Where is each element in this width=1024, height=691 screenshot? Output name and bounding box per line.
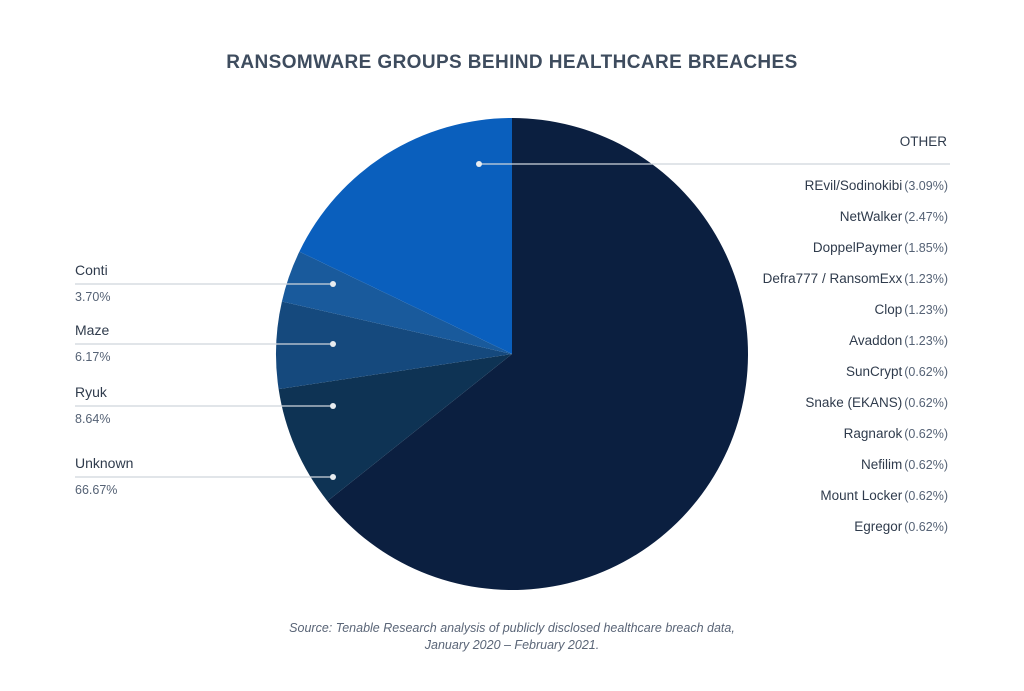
other-item: Defra777 / RansomExx (1.23%): [763, 271, 948, 286]
other-item-pct: (0.62%): [904, 365, 948, 379]
pie-slice-other: [299, 118, 512, 354]
other-item-name: SunCrypt: [845, 364, 903, 379]
other-item-pct: (1.85%): [904, 241, 948, 255]
other-item-pct: (1.23%): [904, 303, 948, 317]
other-item: Nefilim (0.62%): [861, 457, 948, 472]
other-item: DoppelPaymer (1.85%): [813, 240, 948, 255]
leader-dot-unknown: [330, 474, 336, 480]
other-item-pct: (1.23%): [904, 334, 948, 348]
other-item-name: Nefilim: [860, 457, 903, 472]
other-item-name: REvil/Sodinokibi: [804, 178, 903, 193]
other-item-name: Clop: [874, 302, 903, 317]
other-item-pct: (0.62%): [904, 427, 948, 441]
pie-slice-maze: [276, 301, 512, 390]
leader-dot-conti: [330, 281, 336, 287]
pct-ryuk: 8.64%: [75, 412, 111, 426]
other-item-pct: (0.62%): [904, 458, 948, 472]
pie-slice-unknown: [327, 118, 748, 591]
pie-slice-conti: [281, 251, 512, 354]
other-item-name: DoppelPaymer: [812, 240, 903, 255]
source-line-1: Source: Tenable Research analysis of pub…: [289, 621, 735, 635]
label-unknown: Unknown: [75, 455, 134, 471]
other-item-pct: (0.62%): [904, 489, 948, 503]
other-item-pct: (3.09%): [904, 179, 948, 193]
other-title: OTHER: [899, 134, 947, 149]
other-item: SunCrypt (0.62%): [846, 364, 948, 379]
other-item: Ragnarok (0.62%): [844, 426, 948, 441]
other-item-name: Avaddon: [849, 333, 903, 348]
leader-dot-ryuk: [330, 403, 336, 409]
source-note: Source: Tenable Research analysis of pub…: [0, 620, 1024, 654]
chart-title: RANSOMWARE GROUPS BEHIND HEALTHCARE BREA…: [226, 52, 798, 73]
label-maze: Maze: [75, 322, 110, 338]
other-item: REvil/Sodinokibi (3.09%): [805, 178, 948, 193]
pct-maze: 6.17%: [75, 350, 111, 364]
pct-unknown: 66.67%: [75, 483, 118, 497]
other-item-pct: (1.23%): [904, 272, 948, 286]
other-item-name: Snake (EKANS): [805, 395, 903, 410]
other-item-pct: (0.62%): [904, 396, 948, 410]
label-conti: Conti: [75, 262, 108, 278]
other-item-name: Defra777 / RansomExx: [762, 271, 903, 286]
other-item: Snake (EKANS) (0.62%): [805, 395, 948, 410]
other-item-pct: (0.62%): [904, 520, 948, 534]
other-item-name: Egregor: [854, 519, 903, 534]
other-item-name: Ragnarok: [843, 426, 903, 441]
other-item: Avaddon (1.23%): [849, 333, 948, 348]
other-item-pct: (2.47%): [904, 210, 948, 224]
other-item: NetWalker (2.47%): [840, 209, 948, 224]
other-item: Egregor (0.62%): [854, 519, 948, 534]
label-ryuk: Ryuk: [75, 384, 107, 400]
leader-dot-other: [476, 161, 482, 167]
pct-conti: 3.70%: [75, 290, 111, 304]
other-item-name: Mount Locker: [820, 488, 903, 503]
other-item: Mount Locker (0.62%): [820, 488, 948, 503]
pie-slice-ryuk: [278, 354, 512, 502]
other-item: Clop (1.23%): [874, 302, 948, 317]
leader-dot-maze: [330, 341, 336, 347]
other-item-name: NetWalker: [839, 209, 903, 224]
source-line-2: January 2020 – February 2021.: [424, 638, 600, 652]
